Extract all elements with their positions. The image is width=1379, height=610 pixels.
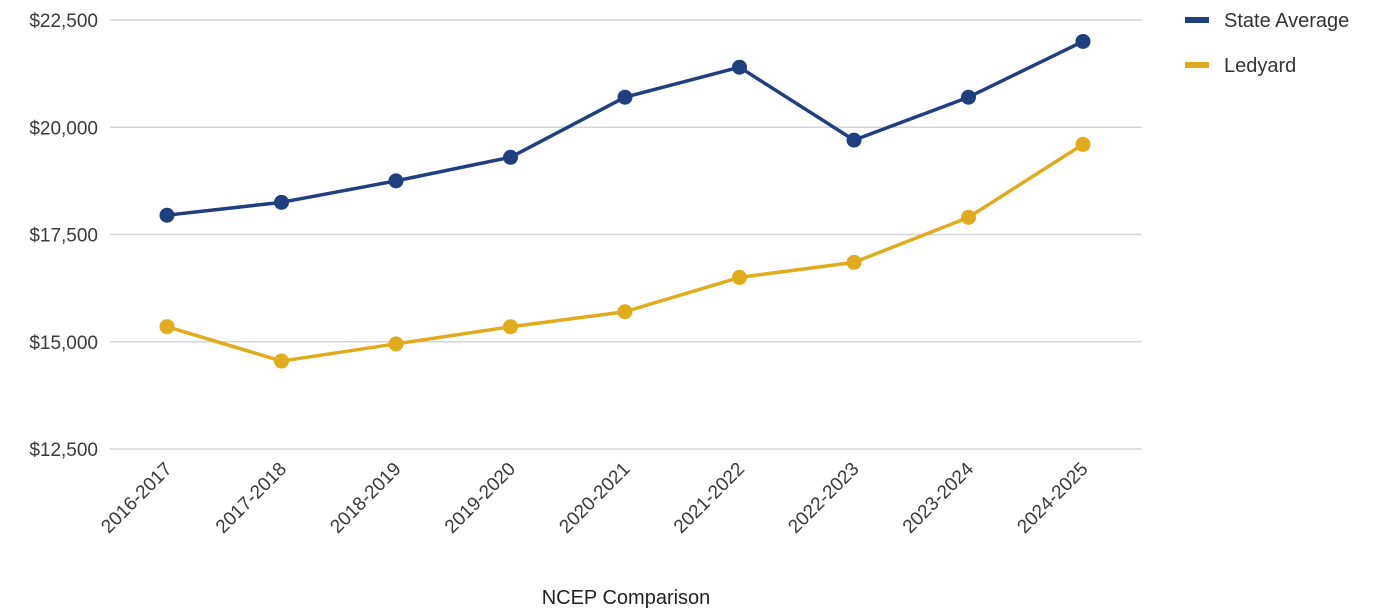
x-tick-label: 2021-2022 — [670, 459, 749, 538]
legend-label: Ledyard — [1224, 55, 1296, 77]
data-point — [617, 89, 633, 105]
series-0 — [159, 33, 1091, 223]
legend-swatch — [1185, 62, 1209, 68]
legend-swatch — [1185, 17, 1209, 23]
data-point — [961, 209, 976, 225]
data-point — [159, 207, 175, 223]
data-point — [274, 194, 289, 210]
x-tick-label: 2022-2023 — [784, 459, 863, 538]
data-point — [732, 59, 747, 75]
data-point — [1075, 33, 1091, 49]
x-tick-label: 2016-2017 — [97, 459, 176, 538]
data-point — [846, 254, 862, 270]
data-point — [159, 319, 175, 335]
data-point — [388, 336, 404, 352]
data-point — [846, 132, 862, 148]
x-tick-label: 2019-2020 — [441, 459, 520, 538]
series-lines — [159, 33, 1091, 369]
series-1 — [159, 136, 1091, 369]
x-axis-tick-labels: 2016-2017 2017-2018 2018-2019 2019-2020 2020… — [97, 458, 1092, 537]
series-line — [165, 39, 1085, 217]
data-point — [1075, 136, 1091, 152]
data-point — [503, 149, 518, 165]
data-point — [961, 89, 976, 105]
data-point — [274, 353, 289, 369]
y-axis-tick-labels: $12,500 $15,000 $17,500 $20,000 $22,500 — [29, 11, 98, 461]
y-tick-label: $22,500 — [29, 11, 98, 32]
x-tick-label: 2017-2018 — [212, 459, 291, 538]
legend: State Average Ledyard — [1185, 10, 1349, 77]
y-tick-label: $15,000 — [29, 333, 98, 354]
x-tick-label: 2023-2024 — [899, 458, 978, 537]
y-tick-label: $17,500 — [29, 226, 98, 247]
x-tick-label: 2018-2019 — [326, 459, 405, 538]
x-tick-label: 2020-2021 — [555, 459, 634, 538]
data-point — [388, 173, 404, 189]
legend-label: State Average — [1224, 10, 1349, 32]
data-point — [617, 304, 633, 320]
data-point — [732, 269, 747, 285]
x-axis-title: NCEP Comparison — [542, 587, 711, 609]
y-tick-label: $20,000 — [29, 118, 98, 139]
gridlines — [110, 19, 1142, 450]
x-tick-label: 2024-2025 — [1013, 459, 1092, 538]
data-point — [503, 319, 518, 335]
series-line — [165, 142, 1085, 363]
y-tick-label: $12,500 — [29, 440, 98, 461]
